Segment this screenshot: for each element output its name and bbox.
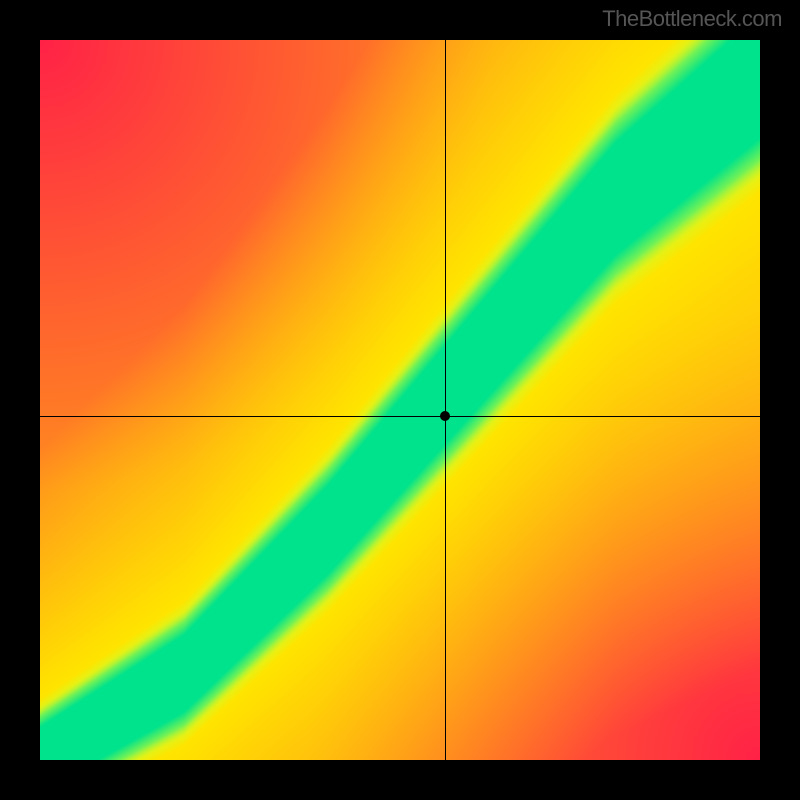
crosshair-vertical: [445, 40, 446, 760]
heatmap-canvas: [40, 40, 760, 760]
crosshair-horizontal: [40, 416, 760, 417]
watermark-text: TheBottleneck.com: [602, 6, 782, 32]
plot-area: [40, 40, 760, 760]
marker-dot: [440, 411, 450, 421]
chart-container: TheBottleneck.com: [0, 0, 800, 800]
